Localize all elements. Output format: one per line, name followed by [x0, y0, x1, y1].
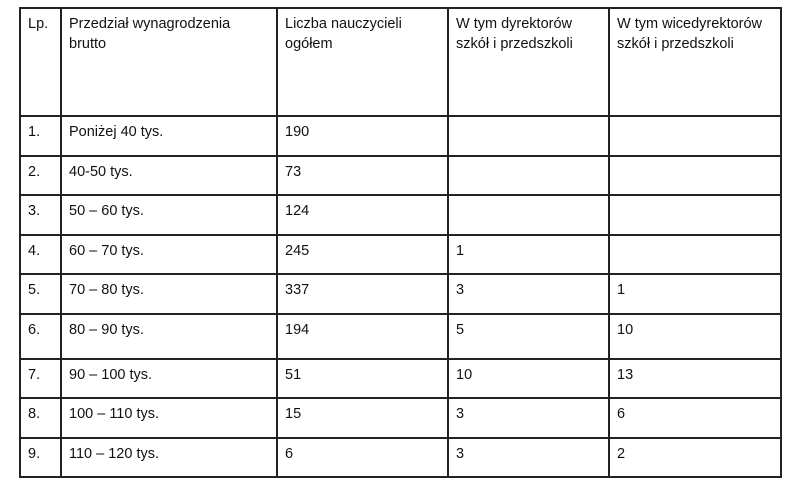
cell-lp: 2. [19, 154, 62, 196]
cell-lp: 5. [19, 273, 62, 315]
header-row: Lp. Przedział wynagrodzenia brutto Liczb… [19, 7, 782, 117]
cell-range: 60 – 70 tys. [60, 233, 278, 275]
cell-lp: 8. [19, 397, 62, 439]
cell-teachers: 73 [276, 154, 449, 196]
table-row: 1. Poniżej 40 tys. 190 [19, 115, 782, 157]
cell-teachers: 51 [276, 357, 449, 399]
cell-lp: 1. [19, 115, 62, 157]
cell-lp: 6. [19, 312, 62, 360]
header-cell-range: Przedział wynagrodzenia brutto [60, 7, 278, 117]
cell-vice-directors: 10 [608, 312, 782, 360]
table-row: 9. 110 – 120 tys. 6 3 2 [19, 436, 782, 478]
cell-teachers: 15 [276, 397, 449, 439]
cell-range: 70 – 80 tys. [60, 273, 278, 315]
cell-directors: 3 [447, 436, 610, 478]
cell-range: 100 – 110 tys. [60, 397, 278, 439]
cell-lp: 9. [19, 436, 62, 478]
cell-teachers: 190 [276, 115, 449, 157]
table-row: 3. 50 – 60 tys. 124 [19, 194, 782, 236]
header-cell-teachers: Liczba nauczycieli ogółem [276, 7, 449, 117]
cell-range: Poniżej 40 tys. [60, 115, 278, 157]
cell-directors [447, 115, 610, 157]
cell-range: 110 – 120 tys. [60, 436, 278, 478]
cell-range: 90 – 100 tys. [60, 357, 278, 399]
cell-lp: 4. [19, 233, 62, 275]
cell-directors: 10 [447, 357, 610, 399]
salary-table: Lp. Przedział wynagrodzenia brutto Liczb… [19, 7, 782, 478]
cell-vice-directors: 6 [608, 397, 782, 439]
cell-vice-directors: 13 [608, 357, 782, 399]
header-cell-lp: Lp. [19, 7, 62, 117]
cell-lp: 7. [19, 357, 62, 399]
table-row: 2. 40-50 tys. 73 [19, 154, 782, 196]
cell-vice-directors [608, 233, 782, 275]
table-row: 4. 60 – 70 tys. 245 1 [19, 233, 782, 275]
header-cell-vice-directors: W tym wicedyrektorów szkół i przedszkoli [608, 7, 782, 117]
cell-directors: 1 [447, 233, 610, 275]
cell-teachers: 124 [276, 194, 449, 236]
table-row: 7. 90 – 100 tys. 51 10 13 [19, 357, 782, 399]
cell-directors [447, 194, 610, 236]
cell-range: 50 – 60 tys. [60, 194, 278, 236]
cell-vice-directors [608, 115, 782, 157]
cell-teachers: 6 [276, 436, 449, 478]
table-row: 6. 80 – 90 tys. 194 5 10 [19, 312, 782, 360]
cell-vice-directors: 1 [608, 273, 782, 315]
cell-vice-directors: 2 [608, 436, 782, 478]
cell-directors [447, 154, 610, 196]
cell-teachers: 337 [276, 273, 449, 315]
table-row: 8. 100 – 110 tys. 15 3 6 [19, 397, 782, 439]
cell-directors: 5 [447, 312, 610, 360]
header-cell-directors: W tym dyrektorów szkół i przedszkoli [447, 7, 610, 117]
cell-teachers: 194 [276, 312, 449, 360]
table-row: 5. 70 – 80 tys. 337 3 1 [19, 273, 782, 315]
cell-lp: 3. [19, 194, 62, 236]
cell-vice-directors [608, 194, 782, 236]
cell-directors: 3 [447, 397, 610, 439]
cell-range: 40-50 tys. [60, 154, 278, 196]
cell-directors: 3 [447, 273, 610, 315]
cell-vice-directors [608, 154, 782, 196]
cell-range: 80 – 90 tys. [60, 312, 278, 360]
cell-teachers: 245 [276, 233, 449, 275]
